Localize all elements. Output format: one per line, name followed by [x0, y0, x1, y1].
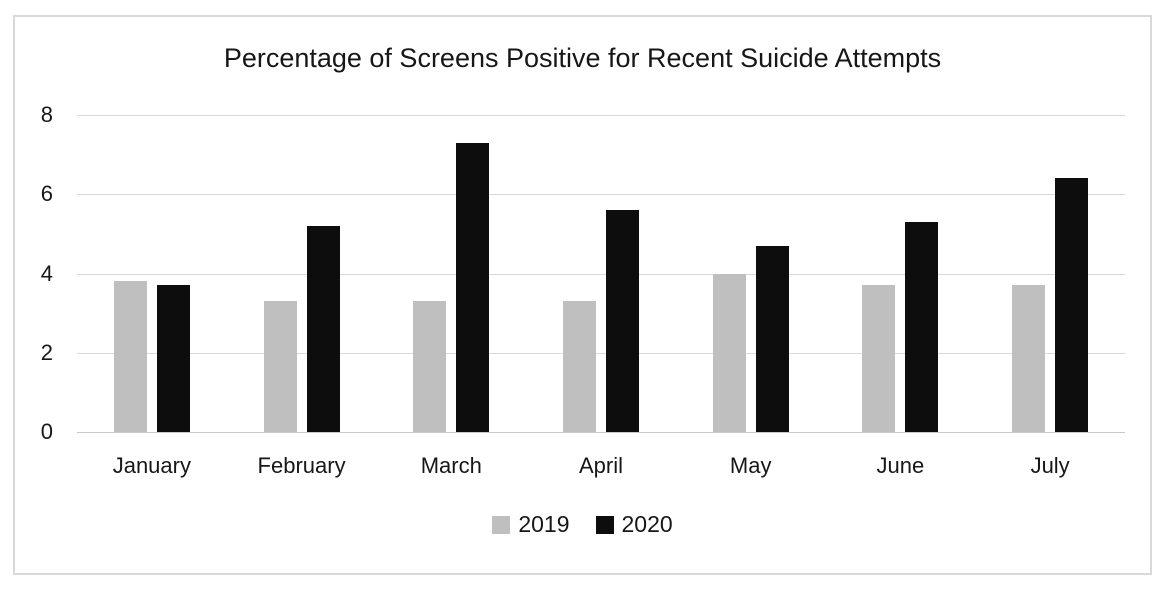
legend-label-2020: 2020 — [621, 511, 673, 537]
x-tick-label-april: April — [578, 453, 623, 478]
y-tick-label: 8 — [40, 102, 53, 127]
bar-2020-april — [606, 210, 639, 432]
gridline — [77, 194, 1125, 196]
bar-2019-july — [1012, 285, 1046, 432]
y-tick-label: 4 — [40, 260, 53, 286]
chart-title: Percentage of Screens Positive for Recen… — [223, 43, 942, 73]
bar-2019-june — [862, 285, 896, 432]
bar-2019-february — [263, 301, 297, 432]
bar-2019-january — [113, 281, 147, 432]
legend: 2019 2020 — [15, 511, 1150, 538]
legend-item-2020: 2020 — [595, 511, 673, 538]
legend-label-2019: 2019 — [518, 511, 570, 537]
gridline — [77, 352, 1125, 354]
bar-2019-april — [563, 301, 596, 432]
bar-2020-february — [306, 225, 340, 432]
bar-2019-may — [712, 273, 746, 432]
y-tick-label: 2 — [40, 339, 53, 365]
gridline — [77, 273, 1125, 275]
bar-2019-march — [413, 301, 447, 432]
bar-2020-may — [755, 245, 789, 432]
x-tick-label-january: January — [112, 453, 191, 478]
gridline — [77, 115, 1125, 116]
y-tick-label: 0 — [40, 419, 53, 444]
legend-item-2019: 2019 — [492, 511, 570, 538]
bar-2020-march — [456, 142, 490, 432]
x-tick-label-july: July — [1030, 453, 1070, 478]
bar-2020-july — [1055, 178, 1089, 432]
x-tick-label-june: June — [876, 453, 925, 478]
bar-2020-january — [156, 285, 190, 432]
x-tick-label-may: May — [729, 453, 772, 478]
legend-swatch-2020 — [595, 515, 614, 534]
chart-frame: Percentage of Screens Positive for Recen… — [13, 15, 1152, 575]
x-tick-label-february: February — [257, 453, 346, 478]
bar-2020-june — [905, 221, 939, 432]
x-tick-label-march: March — [420, 453, 482, 478]
y-tick-label: 6 — [40, 181, 53, 207]
legend-swatch-2019 — [492, 515, 511, 534]
x-axis-line — [77, 432, 1125, 433]
